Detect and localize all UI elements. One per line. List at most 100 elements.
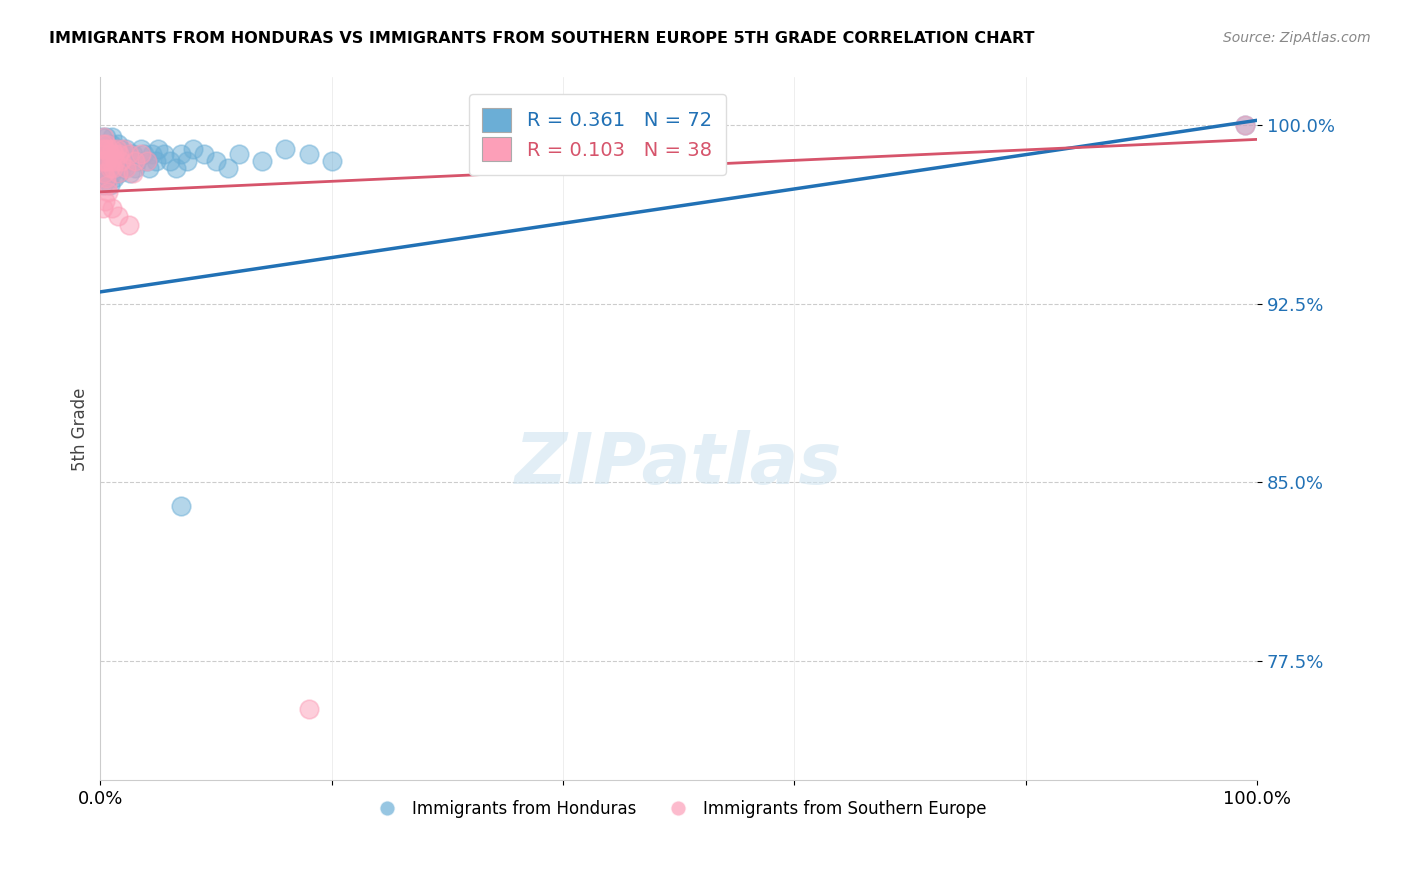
Point: [93, 137, 115, 152]
Point: [94, 153, 117, 168]
Point: [101, 130, 124, 145]
Point: [101, 142, 124, 156]
Point: [104, 142, 127, 156]
Point: [98, 178, 121, 192]
Point: [98, 142, 121, 156]
Point: [135, 153, 157, 168]
Point: [114, 161, 136, 175]
Point: [110, 161, 132, 175]
Point: [103, 153, 125, 168]
Point: [176, 153, 198, 168]
Point: [96, 153, 118, 168]
Point: [118, 146, 141, 161]
Point: [105, 153, 128, 168]
Legend: Immigrants from Honduras, Immigrants from Southern Europe: Immigrants from Honduras, Immigrants fro…: [364, 793, 994, 825]
Point: [112, 153, 135, 168]
Point: [94, 166, 117, 180]
Point: [252, 153, 274, 168]
Text: IMMIGRANTS FROM HONDURAS VS IMMIGRANTS FROM SOUTHERN EUROPE 5TH GRADE CORRELATIO: IMMIGRANTS FROM HONDURAS VS IMMIGRANTS F…: [49, 31, 1035, 46]
Point: [107, 146, 129, 161]
Point: [93, 170, 115, 185]
Point: [103, 170, 125, 185]
Point: [153, 146, 176, 161]
Point: [297, 146, 319, 161]
Point: [105, 142, 128, 156]
Point: [297, 702, 319, 716]
Point: [112, 142, 135, 156]
Point: [90, 130, 112, 145]
Point: [94, 159, 117, 173]
Point: [90, 142, 112, 156]
Point: [118, 218, 141, 232]
Point: [108, 153, 131, 168]
Point: [98, 146, 121, 161]
Point: [91, 137, 114, 152]
Point: [93, 146, 115, 161]
Point: [170, 146, 193, 161]
Point: [274, 142, 297, 156]
Point: [107, 166, 129, 180]
Point: [114, 161, 136, 175]
Point: [91, 202, 114, 216]
Point: [97, 170, 120, 185]
Point: [96, 142, 118, 156]
Point: [129, 146, 152, 161]
Point: [97, 142, 120, 156]
Point: [97, 185, 120, 199]
Point: [108, 142, 131, 156]
Point: [96, 153, 118, 168]
Text: ZIPatlas: ZIPatlas: [515, 430, 842, 499]
Point: [118, 153, 141, 168]
Point: [217, 161, 239, 175]
Point: [94, 142, 117, 156]
Point: [103, 146, 125, 161]
Point: [104, 153, 127, 168]
Point: [100, 137, 122, 152]
Point: [170, 500, 193, 514]
Point: [101, 161, 124, 175]
Point: [97, 146, 120, 161]
Point: [101, 146, 124, 161]
Point: [91, 153, 114, 168]
Point: [141, 146, 163, 161]
Point: [110, 153, 132, 168]
Point: [94, 142, 117, 156]
Point: [98, 161, 121, 175]
Point: [91, 153, 114, 168]
Point: [93, 166, 115, 180]
Point: [114, 142, 136, 156]
Point: [205, 153, 228, 168]
Point: [101, 166, 124, 180]
Point: [93, 130, 115, 145]
Point: [117, 146, 139, 161]
Point: [135, 153, 157, 168]
Point: [94, 137, 117, 152]
Point: [94, 194, 117, 209]
Point: [145, 153, 167, 168]
Y-axis label: 5th Grade: 5th Grade: [72, 387, 89, 471]
Point: [321, 153, 343, 168]
Point: [124, 153, 146, 168]
Point: [94, 130, 117, 145]
Point: [129, 142, 152, 156]
Point: [94, 170, 117, 185]
Point: [108, 166, 131, 180]
Point: [159, 153, 181, 168]
Point: [90, 142, 112, 156]
Point: [98, 161, 121, 175]
Point: [165, 161, 187, 175]
Point: [91, 178, 114, 192]
Text: Source: ZipAtlas.com: Source: ZipAtlas.com: [1223, 31, 1371, 45]
Point: [91, 142, 114, 156]
Point: [101, 161, 124, 175]
Point: [107, 209, 129, 223]
Point: [96, 166, 118, 180]
Point: [134, 146, 156, 161]
Point: [100, 153, 122, 168]
Point: [94, 153, 117, 168]
Point: [124, 161, 146, 175]
Point: [121, 166, 143, 180]
Point: [127, 153, 149, 168]
Point: [104, 161, 127, 175]
Point: [138, 161, 160, 175]
